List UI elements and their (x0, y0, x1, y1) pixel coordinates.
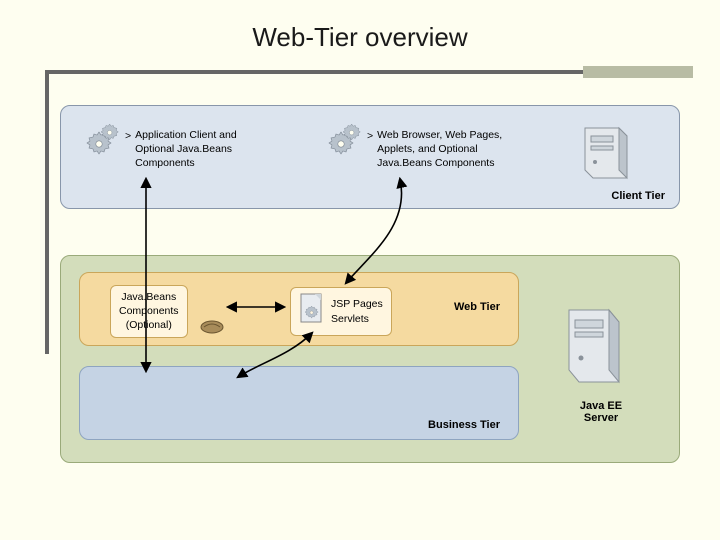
gear-icon (77, 124, 121, 169)
javaee-server-icon (559, 302, 629, 401)
client-node-browser: > Web Browser, Web Pages, Applets, and O… (319, 124, 502, 171)
client-node-app-client-label: Application Client and Optional Java.Bea… (135, 124, 237, 171)
left-accent-bar (45, 74, 49, 354)
client-machine-icon (577, 118, 635, 193)
client-tier-box: > Application Client and Optional Java.B… (60, 105, 680, 209)
client-node-browser-label: Web Browser, Web Pages, Applets, and Opt… (377, 124, 502, 171)
web-tier-box: Java.Beans Components (Optional) (79, 272, 519, 346)
javabeans-box: Java.Beans Components (Optional) (110, 285, 188, 338)
page-title: Web-Tier overview (0, 22, 720, 53)
web-tier-label: Web Tier (454, 301, 500, 313)
javaee-server-box: Java.Beans Components (Optional) (60, 255, 680, 463)
business-tier-label: Business Tier (428, 419, 500, 431)
client-tier-label: Client Tier (611, 190, 665, 202)
page-gear-icon (299, 292, 325, 331)
bean-icon (198, 317, 226, 342)
architecture-diagram: > Application Client and Optional Java.B… (60, 105, 680, 485)
jsp-servlets-box: JSP Pages Servlets (290, 287, 392, 336)
client-node-app-client: > Application Client and Optional Java.B… (77, 124, 237, 171)
javaee-server-label: Java EE Server (561, 400, 641, 424)
gear-icon (319, 124, 363, 169)
title-divider (45, 70, 685, 74)
business-tier-box: Business Tier (79, 366, 519, 440)
